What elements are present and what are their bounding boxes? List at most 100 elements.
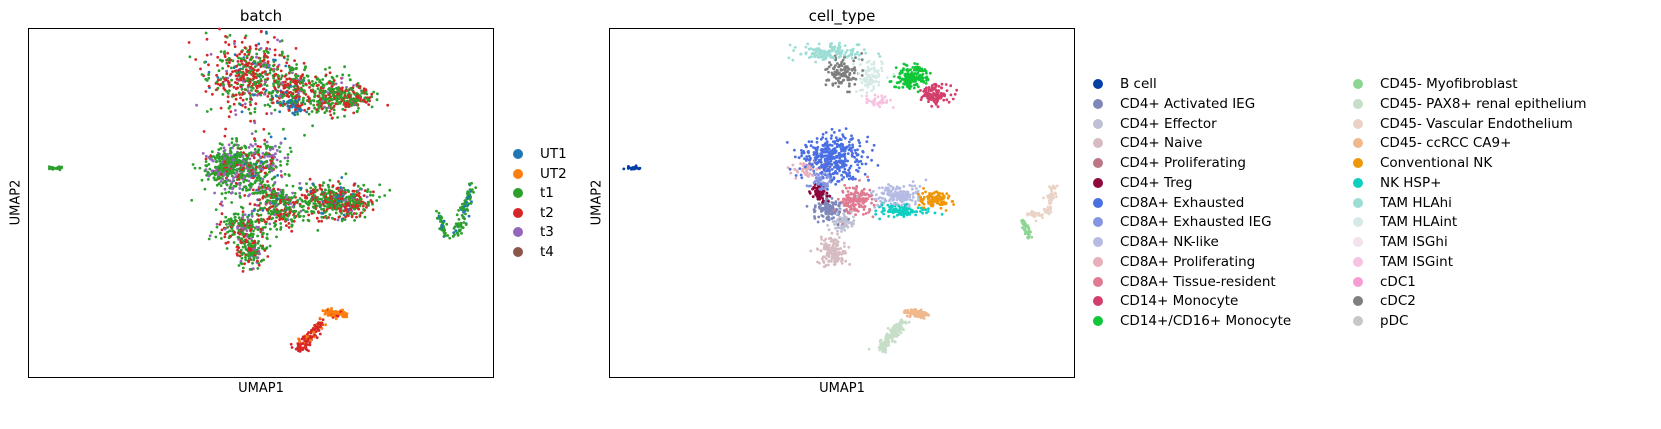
scatter-point <box>257 68 260 72</box>
scatter-point <box>834 64 837 67</box>
scatter-point <box>366 202 370 206</box>
scatter-point <box>237 91 241 95</box>
scatter-point <box>324 192 328 196</box>
scatter-point <box>466 203 470 207</box>
scatter-point <box>285 61 289 65</box>
scatter-point <box>282 84 286 88</box>
scatter-point <box>793 46 797 49</box>
scatter-point <box>314 81 318 85</box>
scatter-point <box>358 85 362 88</box>
scatter-point <box>857 53 861 57</box>
scatter-point <box>847 148 851 152</box>
scatter-point <box>315 111 319 114</box>
scatter-point <box>328 66 331 69</box>
scatter-point <box>464 212 467 216</box>
scatter-point <box>347 91 351 95</box>
scatter-point <box>849 148 853 152</box>
scatter-point <box>227 168 231 172</box>
scatter-point <box>341 107 345 111</box>
scatter-point <box>307 79 311 82</box>
scatter-point <box>245 73 249 77</box>
scatter-point <box>235 152 239 156</box>
scatter-point <box>256 209 260 213</box>
scatter-point <box>243 36 247 40</box>
scatter-point <box>856 209 860 213</box>
scatter-point <box>1021 221 1024 225</box>
scatter-point <box>881 97 885 101</box>
scatter-point <box>272 200 276 204</box>
legend-label: t1 <box>540 185 554 202</box>
scatter-point <box>289 342 293 346</box>
scatter-point <box>869 191 873 195</box>
scatter-point <box>234 93 238 97</box>
scatter-point <box>346 210 349 214</box>
scatter-point <box>258 179 262 182</box>
scatter-point <box>329 196 333 200</box>
scatter-point <box>308 86 311 89</box>
scatter-point <box>344 101 348 105</box>
scatter-point <box>791 58 795 62</box>
scatter-point <box>808 56 811 59</box>
scatter-point <box>874 212 878 216</box>
scatter-point <box>467 192 471 196</box>
scatter-point <box>323 89 327 93</box>
scatter-point <box>878 55 882 58</box>
scatter-point <box>259 73 262 76</box>
scatter-point <box>232 66 236 70</box>
scatter-point <box>856 148 859 152</box>
scatter-point <box>265 84 269 87</box>
scatter-point <box>293 195 296 198</box>
scatter-point <box>241 188 245 192</box>
scatter-point <box>259 213 263 217</box>
scatter-point <box>304 345 308 349</box>
scatter-point <box>207 84 211 88</box>
scatter-point <box>804 52 808 56</box>
scatter-point <box>364 100 368 104</box>
scatter-point <box>200 178 204 182</box>
batch-scatter <box>47 27 478 353</box>
batch-title: batch <box>239 7 283 25</box>
scatter-point <box>220 228 224 232</box>
scatter-point <box>296 112 299 116</box>
scatter-point <box>294 74 297 77</box>
scatter-point <box>226 153 230 156</box>
scatter-point <box>290 229 294 233</box>
scatter-point <box>253 121 257 125</box>
scatter-point <box>215 73 219 77</box>
scatter-point <box>210 169 214 173</box>
scatter-point <box>362 98 365 102</box>
scatter-point <box>279 188 282 192</box>
scatter-point <box>900 318 903 322</box>
scatter-point <box>378 195 381 199</box>
scatter-point <box>472 190 475 194</box>
scatter-point <box>268 222 272 226</box>
scatter-point <box>203 187 207 191</box>
scatter-point <box>215 225 219 229</box>
scatter-point <box>298 214 302 218</box>
scatter-point <box>229 110 233 113</box>
scatter-point <box>358 214 362 217</box>
scatter-point <box>236 212 240 216</box>
scatter-point <box>277 77 281 80</box>
scatter-point <box>844 157 847 161</box>
scatter-point <box>294 67 298 71</box>
scatter-point <box>259 93 262 97</box>
scatter-point <box>279 77 283 81</box>
scatter-point <box>274 144 277 148</box>
scatter-point <box>945 89 949 92</box>
scatter-point <box>237 264 241 267</box>
scatter-point <box>333 199 337 203</box>
scatter-point <box>287 109 291 112</box>
scatter-point <box>843 167 847 171</box>
scatter-point <box>303 133 306 137</box>
scatter-point <box>335 208 338 211</box>
scatter-point <box>293 191 297 195</box>
scatter-point <box>257 204 261 207</box>
scatter-point <box>860 94 864 98</box>
scatter-point <box>836 197 840 201</box>
scatter-point <box>274 152 277 156</box>
scatter-point <box>383 194 387 197</box>
scatter-point <box>897 86 901 90</box>
scatter-point <box>843 136 847 140</box>
scatter-point <box>273 155 277 159</box>
